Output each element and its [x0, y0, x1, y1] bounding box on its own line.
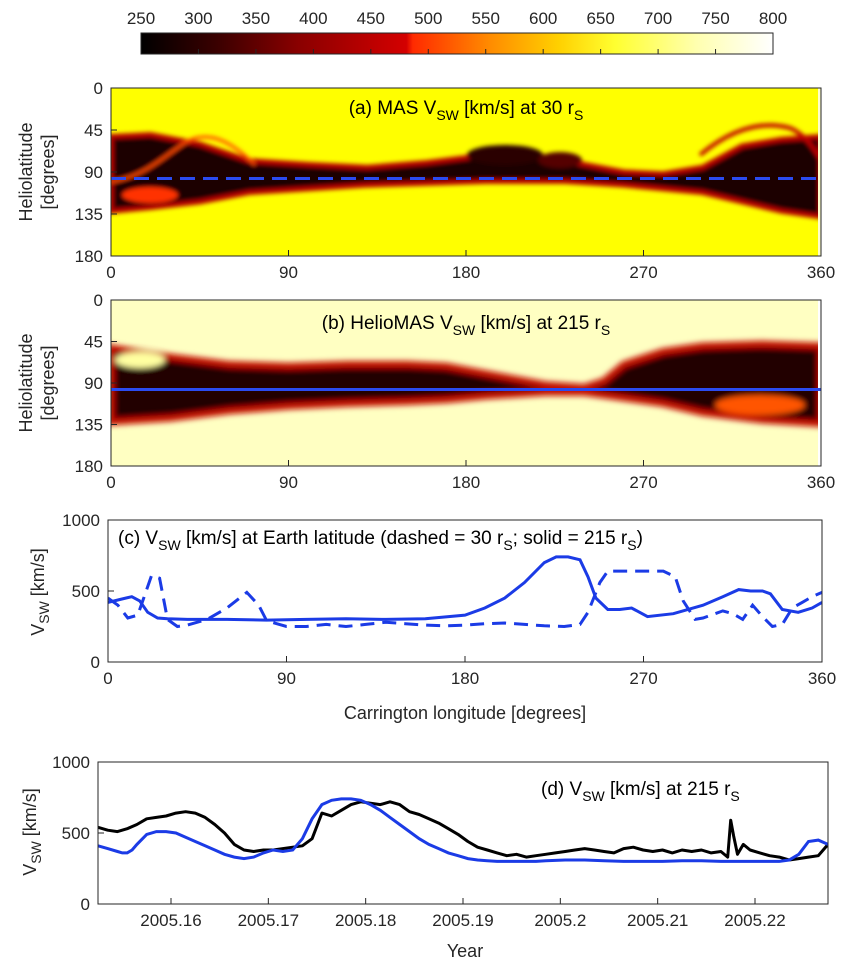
slow-wind-blob-a3 [538, 152, 582, 168]
panel-c: (c) VSW [km/s] at Earth latitude (dashed… [28, 511, 836, 723]
xtick-180: 180 [451, 669, 479, 688]
panel-a-title: (a) MAS VSW [km/s] at 30 rS [349, 98, 584, 123]
panel-a-xticks: 0 90 180 270 360 [106, 250, 835, 282]
ytick-0: 0 [91, 653, 100, 672]
slow-wind-fringe-a2 [698, 123, 821, 162]
series-30rs-dashed [108, 569, 822, 629]
xtick-0: 0 [103, 669, 112, 688]
colorbar-tick-350: 350 [242, 9, 270, 28]
slow-wind-fringe-a [111, 135, 257, 184]
ytick-180: 180 [75, 247, 103, 266]
panel-b: (b) HelioMAS VSW [km/s] at 215 rS Heliol… [16, 291, 835, 492]
xtick-2005.2: 2005.2 [534, 911, 586, 930]
panel-d-xticks: 2005.16 2005.17 2005.18 2005.19 2005.2 2005.2… [140, 898, 786, 930]
colorbar-tick-450: 450 [357, 9, 385, 28]
xtick-360: 360 [808, 669, 836, 688]
slow-wind-blob-a2 [467, 145, 543, 165]
panel-a-ylabel-units: [degrees] [38, 134, 58, 209]
ytick-90: 90 [84, 163, 103, 182]
ytick-0: 0 [94, 79, 103, 98]
colorbar-tick-750: 750 [701, 9, 729, 28]
ytick-0: 0 [94, 291, 103, 310]
colorbar-tick-400: 400 [299, 9, 327, 28]
xtick-180: 180 [452, 263, 480, 282]
panel-d-title: (d) VSW [km/s] at 215 rS [541, 779, 740, 804]
panel-b-ylabel: Heliolatitude [16, 333, 36, 432]
panel-b-yticks: 0 45 90 135 180 [75, 291, 117, 476]
panel-d-ylabel: VSW [km/s] [20, 788, 44, 876]
xtick-270: 270 [629, 263, 657, 282]
panel-b-ylabel-units: [degrees] [38, 345, 58, 420]
panel-c-title: (c) VSW [km/s] at Earth latitude (dashed… [118, 528, 643, 553]
colorbar-tick-labels: 250 300 350 400 450 500 550 600 650 700 750 800 [127, 9, 787, 54]
slow-wind-blob-a1 [122, 187, 178, 203]
ytick-500: 500 [62, 824, 90, 843]
panel-a-yticks: 0 45 90 135 180 [75, 79, 117, 266]
colorbar-tick-800: 800 [759, 9, 787, 28]
panel-b-xticks: 0 90 180 270 360 [106, 460, 835, 492]
ytick-45: 45 [84, 333, 103, 352]
colorbar-tick-250: 250 [127, 9, 155, 28]
panel-c-xlabel: Carrington longitude [degrees] [344, 703, 586, 723]
colorbar-tick-650: 650 [586, 9, 614, 28]
xtick-180: 180 [452, 473, 480, 492]
heatmap-b [111, 300, 821, 466]
colorbar-tick-500: 500 [414, 9, 442, 28]
xtick-90: 90 [279, 263, 298, 282]
xtick-2005.17: 2005.17 [238, 911, 299, 930]
xtick-90: 90 [277, 669, 296, 688]
series-215rs-solid [108, 555, 822, 622]
xtick-360: 360 [807, 473, 835, 492]
ytick-90: 90 [84, 374, 103, 393]
colorbar-tick-550: 550 [472, 9, 500, 28]
xtick-0: 0 [106, 473, 115, 492]
xtick-90: 90 [279, 473, 298, 492]
xtick-270: 270 [629, 473, 657, 492]
heatmap-a [111, 88, 821, 256]
panel-c-xticks: 0 90 180 270 360 [103, 656, 836, 688]
colorbar-tick-700: 700 [644, 9, 672, 28]
xtick-2005.22: 2005.22 [724, 911, 785, 930]
ytick-500: 500 [72, 582, 100, 601]
colorbar: 250 300 350 400 450 500 550 600 650 700 750 800 [127, 9, 787, 55]
colorbar-tick-600: 600 [529, 9, 557, 28]
panel-b-title: (b) HelioMAS VSW [km/s] at 215 rS [322, 313, 610, 338]
series-observed [98, 800, 828, 862]
ytick-0: 0 [81, 895, 90, 914]
xtick-2005.18: 2005.18 [335, 911, 396, 930]
xtick-0: 0 [106, 263, 115, 282]
slow-wind-blob-b1 [715, 395, 805, 415]
xtick-2005.21: 2005.21 [627, 911, 688, 930]
xtick-270: 270 [629, 669, 657, 688]
slow-wind-blob-b2 [115, 352, 165, 368]
colorbar-gradient [140, 32, 774, 55]
slow-wind-band-a [111, 132, 821, 220]
panel-d: (d) VSW [km/s] at 215 rS VSW [km/s] Year… [20, 753, 829, 961]
ytick-1000: 1000 [52, 753, 90, 772]
ytick-135: 135 [75, 205, 103, 224]
panel-a-ylabel: Heliolatitude [16, 122, 36, 221]
xtick-360: 360 [807, 263, 835, 282]
panel-c-yticks: 0 500 1000 [62, 511, 114, 672]
xtick-2005.19: 2005.19 [432, 911, 493, 930]
ytick-180: 180 [75, 457, 103, 476]
slow-wind-band-b [111, 340, 821, 428]
ytick-135: 135 [75, 416, 103, 435]
panel-d-xlabel: Year [447, 941, 483, 961]
series-model [98, 797, 828, 863]
panel-c-ylabel: VSW [km/s] [28, 548, 52, 636]
xtick-2005.16: 2005.16 [140, 911, 201, 930]
panel-d-yticks: 0 500 1000 [52, 753, 104, 914]
ytick-1000: 1000 [62, 511, 100, 530]
panel-a: (a) MAS VSW [km/s] at 30 rS Heliolatitud… [16, 79, 835, 282]
colorbar-tick-300: 300 [184, 9, 212, 28]
ytick-45: 45 [84, 121, 103, 140]
